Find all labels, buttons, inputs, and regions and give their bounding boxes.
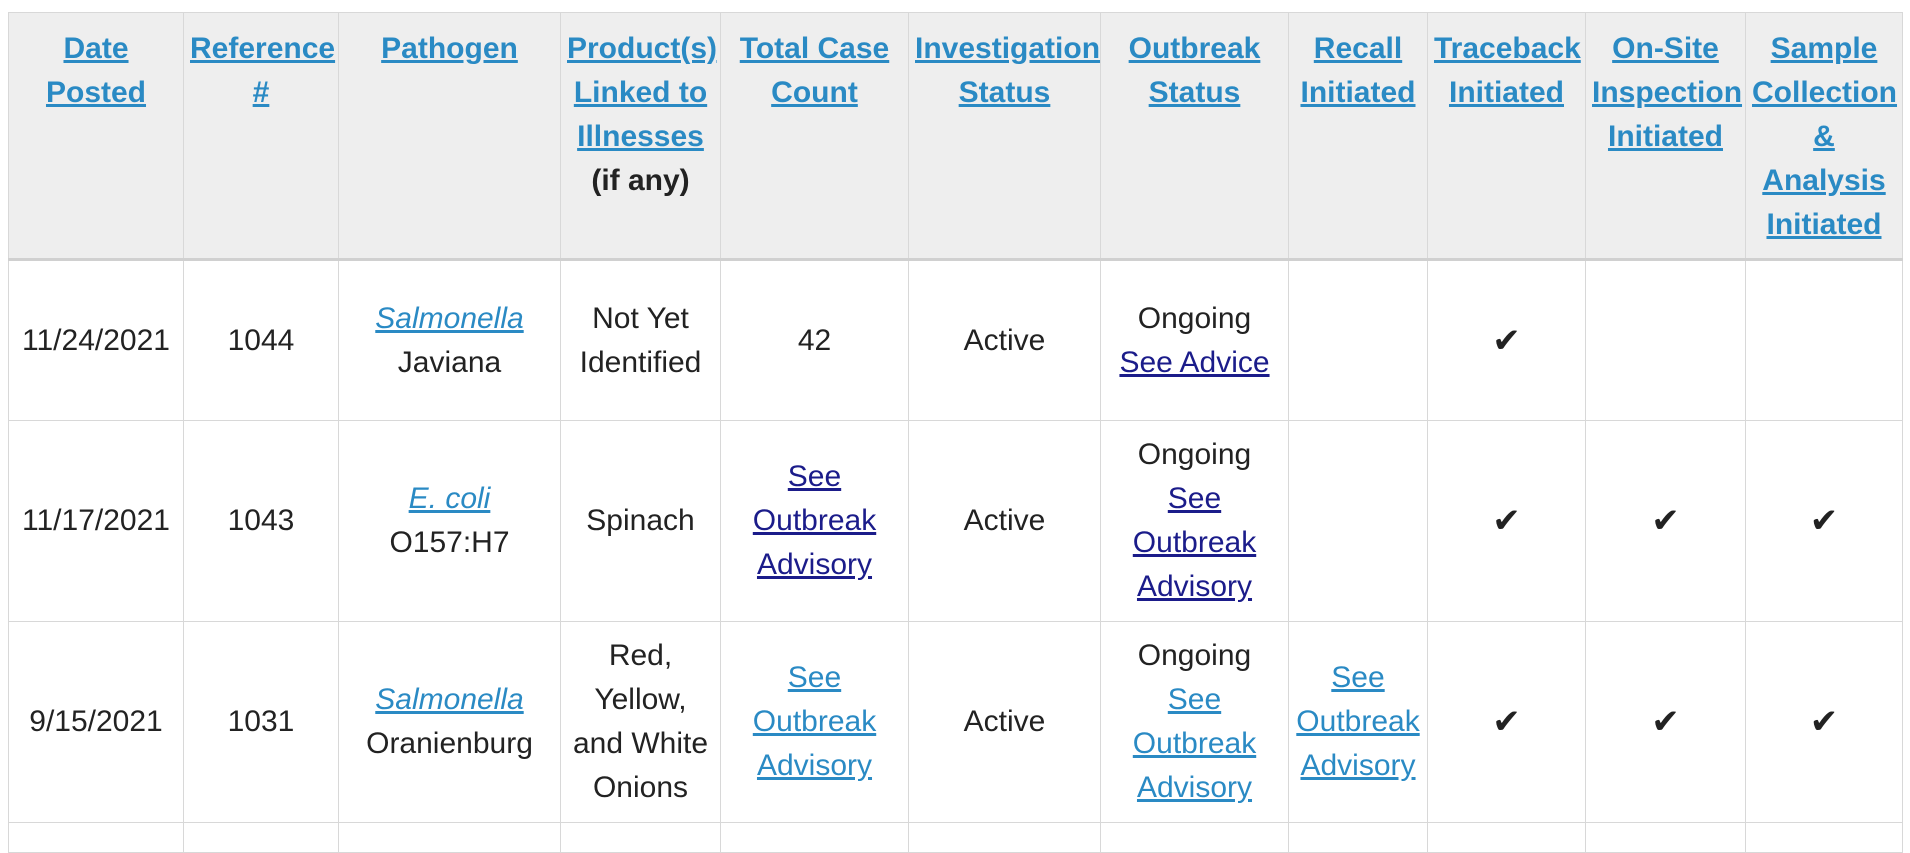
cell-reference: 1031 <box>183 621 339 823</box>
pathogen-strain: Oranienburg <box>366 727 533 760</box>
sort-link-traceback[interactable]: Traceback Initiated <box>1434 32 1581 109</box>
cell-investigation-status: Active <box>908 259 1101 421</box>
cell-traceback: ✔ <box>1427 420 1586 622</box>
cell-onsite-inspection: ✔ <box>1585 621 1746 823</box>
empty-cell <box>1427 822 1586 853</box>
outbreak-status-text: Ongoing <box>1137 301 1252 335</box>
cell-sample-collection: ✔ <box>1745 420 1903 622</box>
products-header-note: (if any) <box>591 164 690 197</box>
checkmark-icon: ✔ <box>1809 502 1839 540</box>
cell-reference: 1043 <box>183 420 339 622</box>
cell-product: Not Yet Identified <box>560 259 721 421</box>
see-advice-link[interactable]: See Advice <box>1119 345 1270 379</box>
column-header-reference[interactable]: Reference # <box>183 12 339 261</box>
cell-case-count: See Outbreak Advisory <box>720 420 909 622</box>
sort-link-case-count[interactable]: Total Case Count <box>739 32 890 109</box>
empty-cell <box>1288 822 1428 853</box>
case-count-advisory-link[interactable]: See Outbreak Advisory <box>752 460 877 581</box>
cell-date: 9/15/2021 <box>8 621 184 823</box>
empty-cell <box>1745 822 1903 853</box>
table-row: 11/24/2021 1044 Salmonella Javiana Not Ye… <box>8 259 1903 421</box>
checkmark-icon: ✔ <box>1809 703 1839 741</box>
outbreak-advisory-link[interactable]: See Outbreak Advisory <box>1132 482 1257 603</box>
cell-recall: See Outbreak Advisory <box>1288 621 1428 823</box>
column-header-case-count[interactable]: Total Case Count <box>720 12 909 261</box>
table-row-partial <box>8 822 1903 853</box>
cell-recall <box>1288 420 1428 622</box>
pathogen-genus-link[interactable]: E. coli <box>408 482 491 515</box>
case-count-advisory-link[interactable]: See Outbreak Advisory <box>752 661 877 782</box>
outbreak-status-text: Ongoing <box>1137 639 1252 672</box>
outbreak-investigations-table: Date Posted Reference # Pathogen Product… <box>8 12 1903 853</box>
cell-sample-collection: ✔ <box>1745 621 1903 823</box>
pathogen-strain: O157:H7 <box>389 526 510 559</box>
empty-cell <box>1100 822 1289 853</box>
sort-link-products[interactable]: Product(s) Linked to Illnesses <box>567 32 717 153</box>
column-header-investigation-status[interactable]: Investigation Status <box>908 12 1101 261</box>
cell-reference: 1044 <box>183 259 339 421</box>
cell-case-count: See Outbreak Advisory <box>720 621 909 823</box>
table-header-row: Date Posted Reference # Pathogen Product… <box>8 12 1903 261</box>
sort-link-sample-collection[interactable]: Sample Collection & Analysis Initiated <box>1752 32 1898 241</box>
empty-cell <box>183 822 339 853</box>
outbreak-advisory-link[interactable]: See Outbreak Advisory <box>1132 683 1257 804</box>
cell-traceback: ✔ <box>1427 621 1586 823</box>
table-row: 11/17/2021 1043 E. coli O157:H7 Spinach S… <box>8 420 1903 622</box>
pathogen-strain: Javiana <box>397 345 502 379</box>
column-header-sample-collection[interactable]: Sample Collection & Analysis Initiated <box>1745 12 1903 261</box>
checkmark-icon: ✔ <box>1651 703 1680 741</box>
investigations-table-container: Date Posted Reference # Pathogen Product… <box>8 12 1903 853</box>
sort-link-pathogen[interactable]: Pathogen <box>381 32 518 65</box>
empty-cell <box>1585 822 1746 853</box>
checkmark-icon: ✔ <box>1651 502 1680 540</box>
checkmark-icon: ✔ <box>1492 502 1521 540</box>
cell-product: Red, Yellow, and White Onions <box>560 621 721 823</box>
cell-date: 11/17/2021 <box>8 420 184 622</box>
cell-outbreak-status: Ongoing See Advice <box>1100 259 1289 421</box>
empty-cell <box>908 822 1101 853</box>
column-header-outbreak-status[interactable]: Outbreak Status <box>1100 12 1289 261</box>
column-header-recall[interactable]: Recall Initiated <box>1288 12 1428 261</box>
cell-pathogen: E. coli O157:H7 <box>338 420 561 622</box>
cell-investigation-status: Active <box>908 420 1101 622</box>
empty-cell <box>720 822 909 853</box>
cell-onsite-inspection <box>1585 259 1746 421</box>
cell-product: Spinach <box>560 420 721 622</box>
column-header-onsite-inspection[interactable]: On-Site Inspection Initiated <box>1585 12 1746 261</box>
pathogen-genus-link[interactable]: Salmonella <box>375 683 524 716</box>
cell-sample-collection <box>1745 259 1903 421</box>
pathogen-genus-link[interactable]: Salmonella <box>375 301 524 335</box>
cell-date: 11/24/2021 <box>8 259 184 421</box>
sort-link-outbreak-status[interactable]: Outbreak Status <box>1128 32 1261 109</box>
cell-outbreak-status: Ongoing See Outbreak Advisory <box>1100 420 1289 622</box>
sort-link-reference[interactable]: Reference # <box>190 32 336 109</box>
outbreak-status-text: Ongoing <box>1137 438 1252 471</box>
empty-cell <box>338 822 561 853</box>
cell-pathogen: Salmonella Javiana <box>338 259 561 421</box>
cell-recall <box>1288 259 1428 421</box>
sort-link-investigation-status[interactable]: Investigation Status <box>915 32 1101 109</box>
empty-cell <box>8 822 184 853</box>
cell-pathogen: Salmonella Oranienburg <box>338 621 561 823</box>
empty-cell <box>560 822 721 853</box>
cell-case-count: 42 <box>720 259 909 421</box>
column-header-date-posted[interactable]: Date Posted <box>8 12 184 261</box>
sort-link-recall[interactable]: Recall Initiated <box>1300 32 1416 109</box>
column-header-products[interactable]: Product(s) Linked to Illnesses (if any) <box>560 12 721 261</box>
cell-onsite-inspection: ✔ <box>1585 420 1746 622</box>
column-header-traceback[interactable]: Traceback Initiated <box>1427 12 1586 261</box>
cell-traceback: ✔ <box>1427 259 1586 421</box>
recall-advisory-link[interactable]: See Outbreak Advisory <box>1296 661 1420 782</box>
sort-link-onsite-inspection[interactable]: On-Site Inspection Initiated <box>1592 32 1743 153</box>
cell-outbreak-status: Ongoing See Outbreak Advisory <box>1100 621 1289 823</box>
table-row: 9/15/2021 1031 Salmonella Oranienburg Red… <box>8 621 1903 823</box>
sort-link-date-posted[interactable]: Date Posted <box>45 32 147 109</box>
checkmark-icon: ✔ <box>1492 321 1521 360</box>
column-header-pathogen[interactable]: Pathogen <box>338 12 561 261</box>
cell-investigation-status: Active <box>908 621 1101 823</box>
checkmark-icon: ✔ <box>1492 703 1521 741</box>
